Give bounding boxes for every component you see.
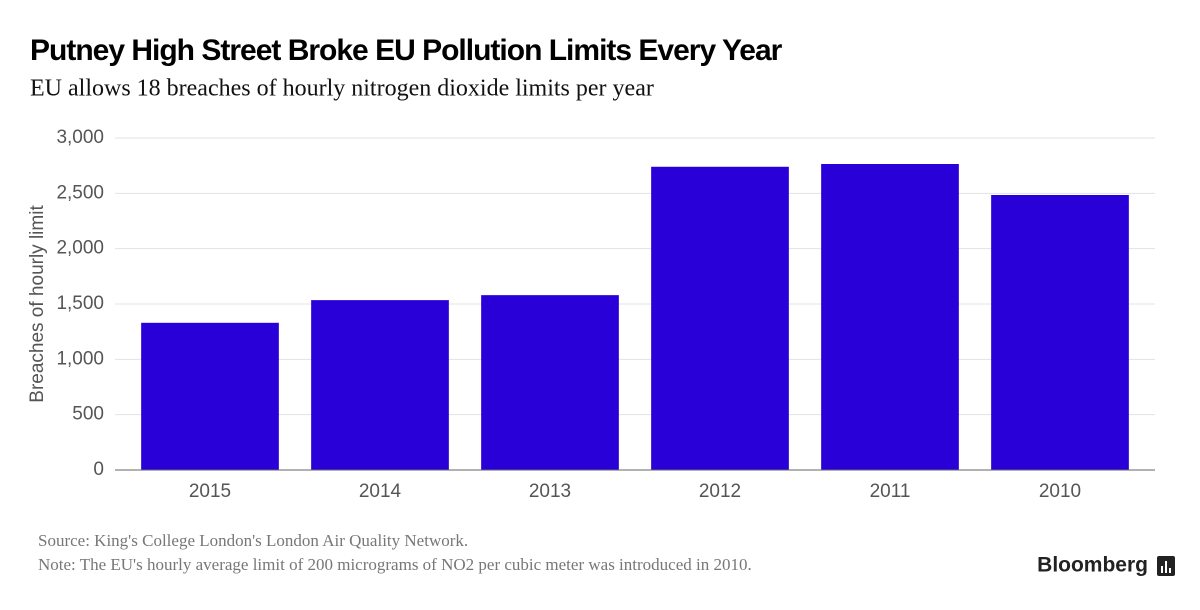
y-tick-label: 0: [93, 459, 104, 480]
note: Note: The EU's hourly average limit of 2…: [38, 555, 752, 574]
bar: [651, 166, 789, 471]
y-tick-label: 2,000: [56, 238, 104, 259]
x-tick-label: 2012: [699, 481, 741, 502]
y-tick-label: 3,000: [56, 127, 104, 148]
bar: [141, 322, 279, 470]
y-tick-label: 1,500: [56, 293, 104, 314]
y-axis-label: Breaches of hourly limit: [27, 205, 48, 403]
x-tick-label: 2013: [529, 481, 571, 502]
bar: [821, 164, 959, 471]
x-tick-label: 2010: [1039, 481, 1081, 502]
bar: [311, 300, 449, 470]
y-tick-label: 1,000: [56, 348, 104, 369]
x-tick-label: 2011: [870, 481, 911, 502]
x-tick-label: 2015: [189, 481, 231, 502]
bar: [991, 194, 1129, 470]
brand: Bloomberg: [1037, 554, 1148, 577]
y-tick-label: 500: [72, 404, 104, 425]
chart-title: Putney High Street Broke EU Pollution Li…: [30, 34, 783, 67]
bar: [481, 295, 619, 470]
brand-icon: [1157, 556, 1175, 576]
y-tick-label: 2,500: [56, 182, 104, 203]
x-tick-label: 2014: [359, 481, 402, 502]
chart-subtitle: EU allows 18 breaches of hourly nitrogen…: [30, 76, 654, 102]
source: Source: King's College London's London A…: [38, 531, 468, 550]
